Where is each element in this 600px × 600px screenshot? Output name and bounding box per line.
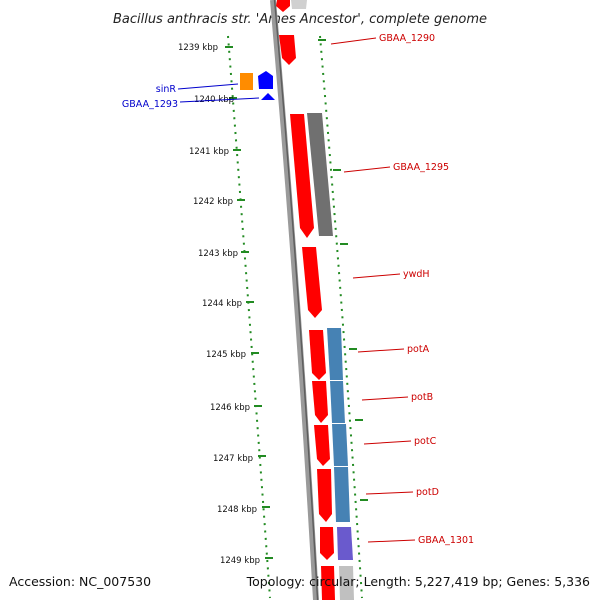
scale-label: 1242 kbp (193, 197, 233, 207)
gene-label-GBAA_1290: GBAA_1290 (379, 33, 435, 44)
operon-block (334, 467, 350, 522)
scale-label: 1248 kbp (217, 505, 257, 515)
gene-feature (339, 566, 354, 600)
gene-GBAA_1301-homolog (337, 527, 353, 560)
gene-label-GBAA_1295: GBAA_1295 (393, 162, 449, 173)
gene-potC (314, 425, 330, 466)
gene-label-sinR: sinR (156, 84, 177, 95)
gene-label-potD: potD (416, 487, 439, 498)
scale-label: 1245 kbp (206, 350, 246, 360)
scale-label: 1247 kbp (213, 454, 253, 464)
scale-label: 1249 kbp (220, 556, 260, 566)
operon-block (327, 328, 343, 380)
gene-GBAA_1295-homolog (307, 113, 333, 236)
gene-feature (321, 566, 335, 600)
scale-label: 1244 kbp (202, 299, 242, 309)
gene-label-GBAA_1293: GBAA_1293 (122, 99, 178, 110)
map-title: Bacillus anthracis str. 'Ames Ancestor',… (113, 12, 487, 27)
label-leaders (177, 37, 416, 543)
scale-tick-marks (225, 39, 368, 559)
accession-text: Accession: NC_007530 (9, 574, 151, 589)
operon-block (332, 424, 348, 466)
scale-label: 1246 kbp (210, 403, 250, 413)
gene-GBAA_1293 (261, 93, 275, 100)
operon-block (330, 381, 345, 423)
gene-label-potC: potC (414, 436, 437, 447)
gene-ywdH (302, 247, 322, 318)
gene-GBAA_1301 (320, 527, 334, 560)
genes (240, 0, 354, 600)
backbone (270, 0, 319, 600)
gene-feature (276, 0, 290, 12)
gene-potA (309, 330, 326, 380)
scale-labels: 1239 kbp 1240 kbp 1241 kbp 1242 kbp 1243… (178, 43, 260, 566)
gene-potB (312, 381, 328, 423)
gene-label-potB: potB (411, 392, 433, 403)
orange-feature (240, 73, 253, 90)
gene-labels: GBAA_1290 sinR GBAA_1293 GBAA_1295 ywdH … (122, 33, 474, 546)
scale-label: 1239 kbp (178, 43, 218, 53)
gene-sinR (258, 71, 273, 89)
gene-label-ywdH: ywdH (403, 269, 430, 280)
gene-GBAA_1290 (279, 35, 296, 65)
gene-label-GBAA_1301: GBAA_1301 (418, 535, 474, 546)
scale-label: 1241 kbp (189, 147, 229, 157)
gene-label-potA: potA (407, 344, 430, 355)
gene-feature (291, 0, 307, 9)
gene-GBAA_1295 (290, 114, 314, 238)
scale-label: 1243 kbp (198, 249, 238, 259)
topology-text: Topology: circular; Length: 5,227,419 bp… (246, 574, 590, 589)
gene-potD (317, 469, 332, 522)
